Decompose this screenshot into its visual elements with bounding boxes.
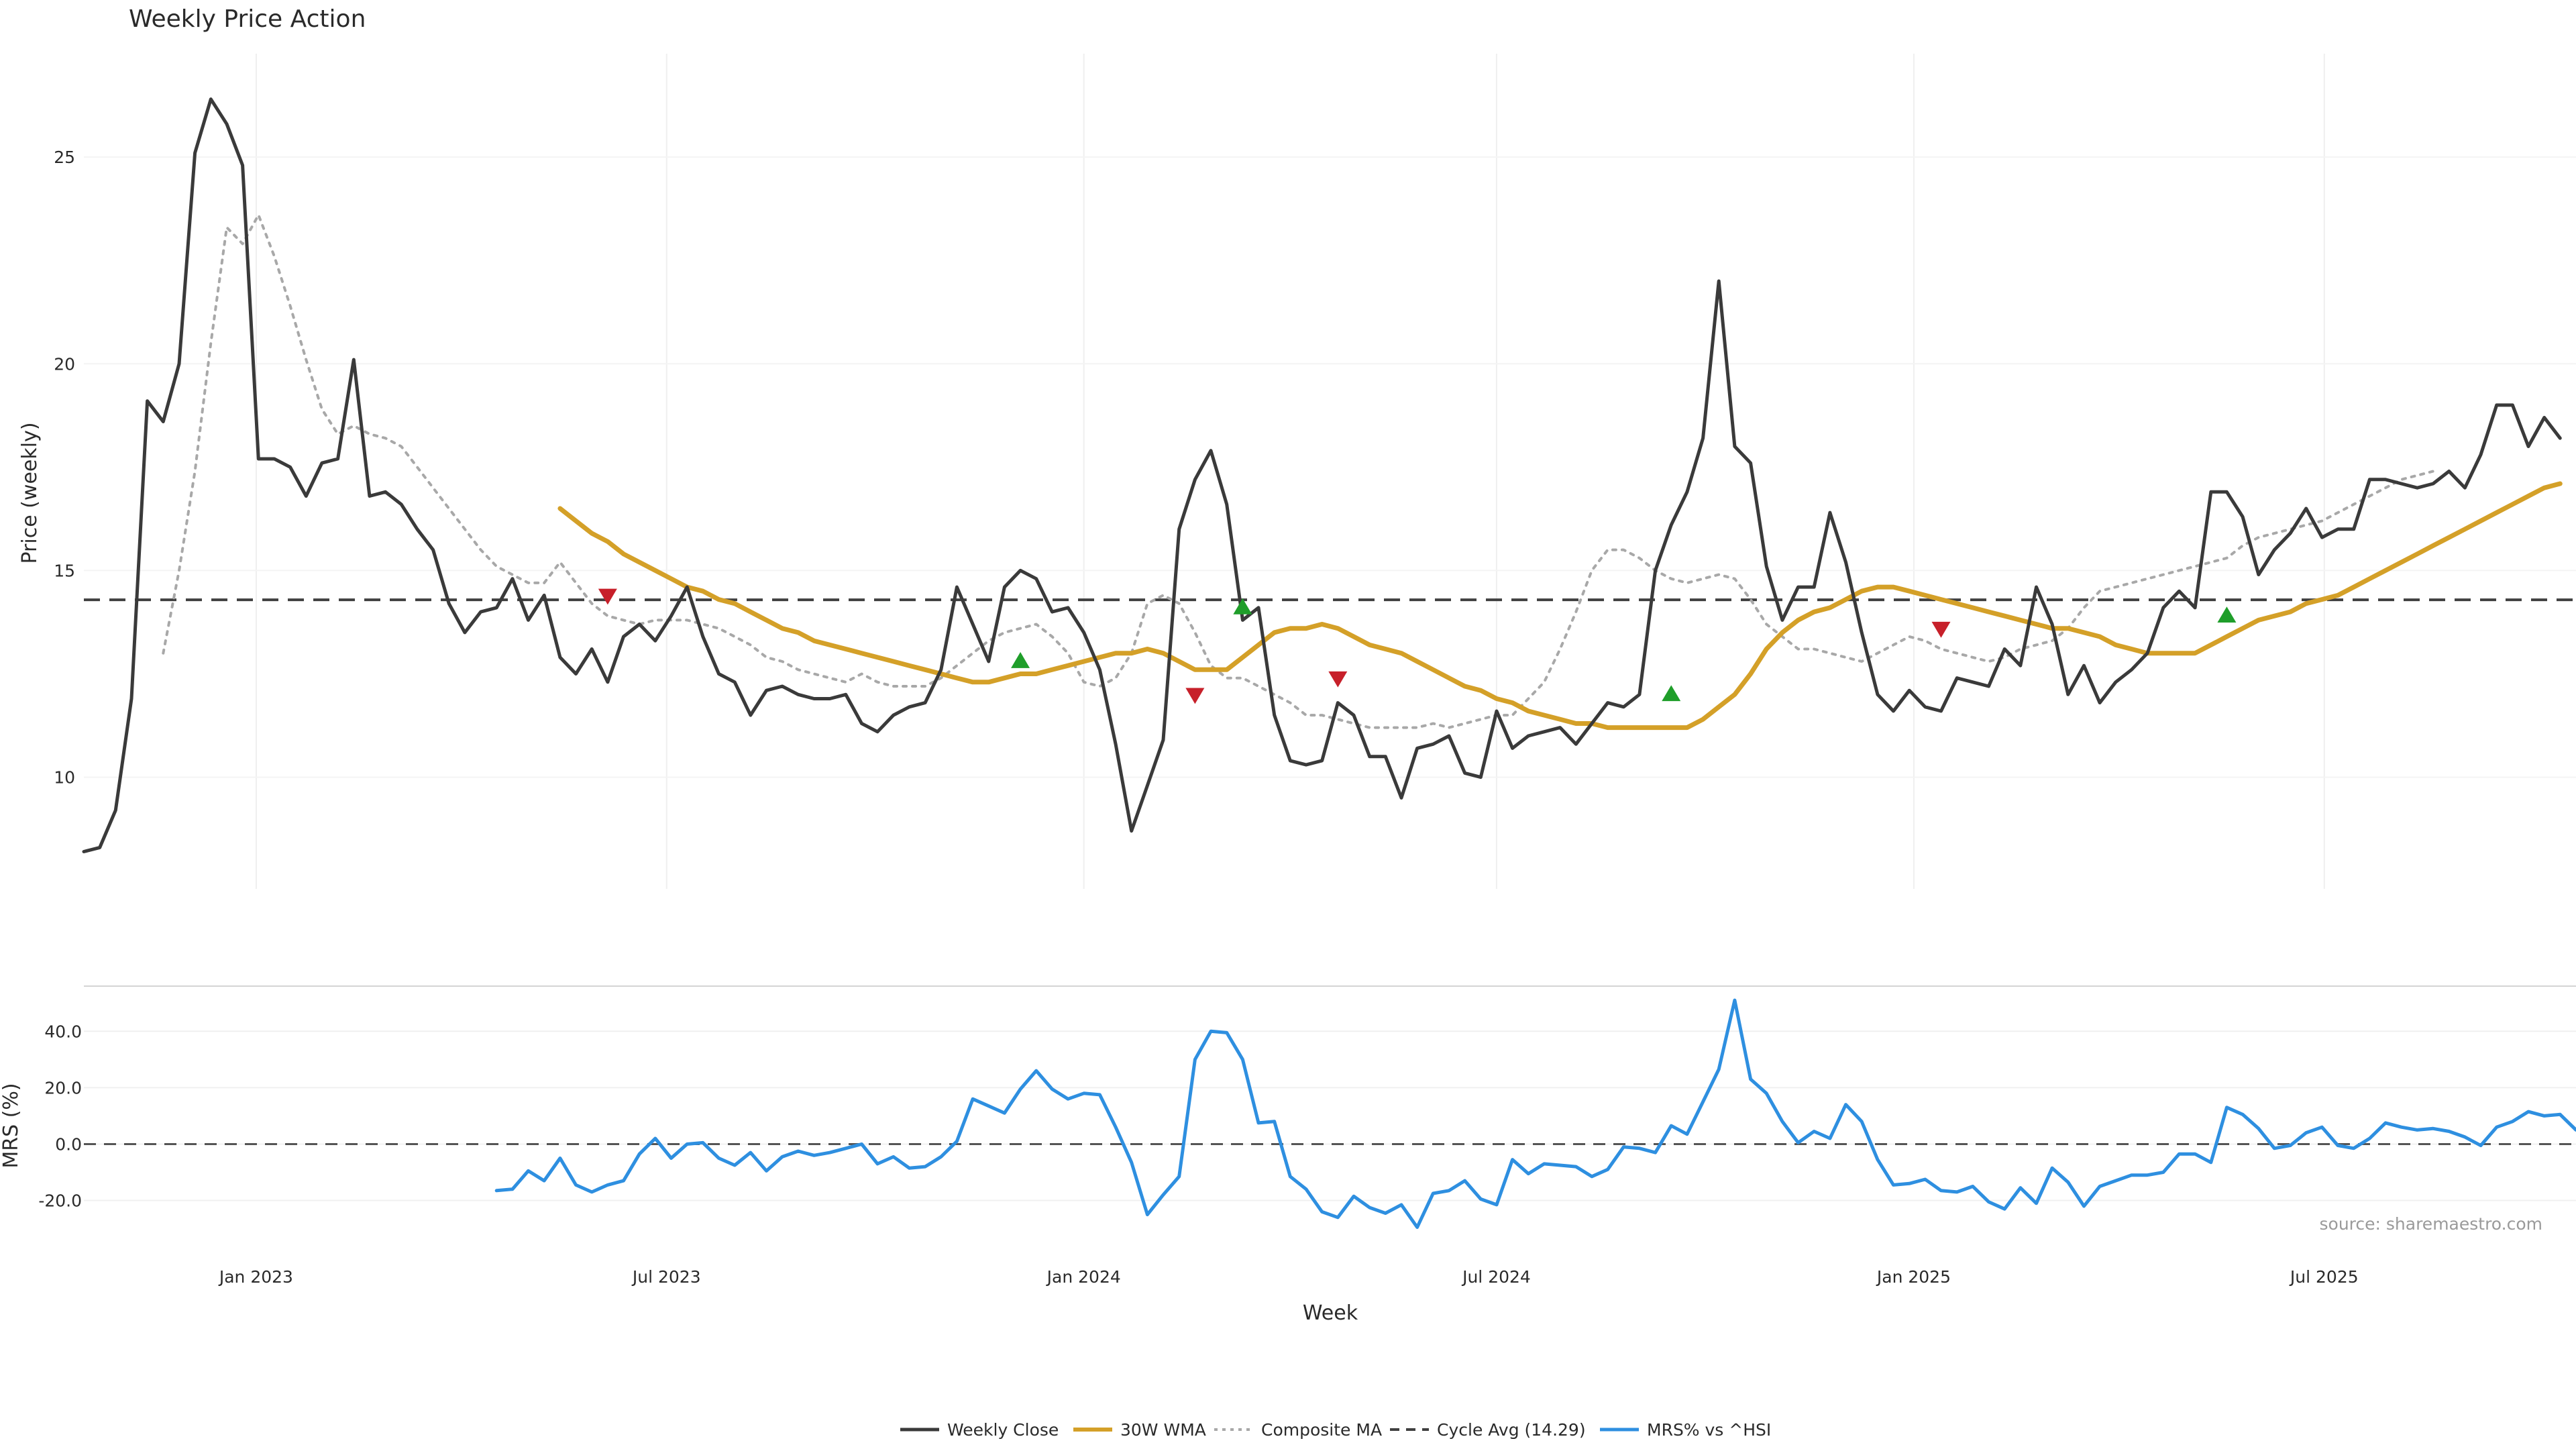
wma-series-line — [557, 481, 2563, 731]
mrs-series-group — [494, 998, 2576, 1229]
price-y-tick-label: 10 — [54, 768, 75, 788]
mrs-y-axis-label: MRS (%) — [0, 1083, 23, 1168]
buy-signal-marker — [1662, 685, 1681, 702]
close-series-line — [82, 97, 2562, 853]
mrs-y-tick-label: 0.0 — [55, 1134, 82, 1154]
buy-signal-marker — [2217, 606, 2237, 623]
buy-signal-marker — [1011, 652, 1030, 668]
mrs-y-tick-label: -20.0 — [38, 1191, 82, 1211]
sell-signal-marker — [598, 588, 617, 605]
mrs-y-tick-label: 40.0 — [44, 1022, 82, 1041]
sell-signal-marker — [1931, 621, 1951, 638]
mrs-grid — [84, 985, 2576, 1201]
sell-signal-marker — [1185, 688, 1205, 704]
mrs-y-tick-label: 20.0 — [44, 1078, 82, 1097]
price-y-tick-label: 15 — [54, 561, 75, 580]
x-tick-label: Jan 2025 — [1876, 1267, 1951, 1287]
axis-ticks: Jan 2023 Jul 2023 Jan 2024 Jul 2024 Jan 2025… — [38, 148, 2358, 1287]
chart-title: Weekly Price Action — [129, 5, 366, 33]
price-y-tick-label: 25 — [54, 148, 75, 167]
legend: Weekly Close 30W WMA Composite MA Cycle Avg… — [900, 1420, 1771, 1440]
signal-markers — [598, 588, 2237, 704]
legend-label-composite: Composite MA — [1261, 1420, 1382, 1440]
x-tick-label: Jul 2024 — [1461, 1267, 1531, 1287]
price-y-axis-label: Price (weekly) — [18, 422, 42, 564]
price-grid — [84, 54, 2576, 889]
buy-signal-marker — [1233, 598, 1252, 614]
x-tick-label: Jul 2025 — [2289, 1267, 2359, 1287]
x-axis-label: Week — [1303, 1301, 1358, 1325]
composite-series-line — [162, 213, 2434, 729]
price-y-tick-label: 20 — [54, 354, 75, 374]
sell-signal-marker — [1328, 671, 1348, 688]
x-tick-label: Jul 2023 — [631, 1267, 701, 1287]
price-series-group — [82, 97, 2576, 853]
mrs-series-line — [494, 998, 2576, 1229]
x-tick-label: Jan 2023 — [218, 1267, 293, 1287]
source-note: source: sharemaestro.com — [2320, 1214, 2543, 1234]
legend-label-close: Weekly Close — [947, 1420, 1059, 1440]
x-tick-label: Jan 2024 — [1046, 1267, 1121, 1287]
legend-label-cycle: Cycle Avg (14.29) — [1437, 1420, 1586, 1440]
legend-label-mrs: MRS% vs ^HSI — [1647, 1420, 1771, 1440]
legend-label-wma: 30W WMA — [1120, 1420, 1206, 1440]
